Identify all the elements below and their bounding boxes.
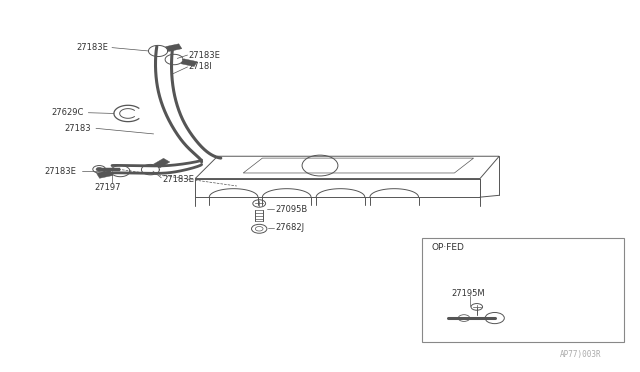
Text: 27197: 27197 — [95, 183, 121, 192]
Polygon shape — [97, 171, 113, 178]
Circle shape — [96, 167, 102, 171]
Text: 27183: 27183 — [64, 124, 91, 133]
Text: 27682J: 27682J — [275, 223, 305, 232]
Text: 27183E: 27183E — [163, 175, 195, 184]
Text: 27183E: 27183E — [189, 51, 221, 60]
Text: 2718l: 2718l — [189, 62, 212, 71]
Polygon shape — [154, 158, 170, 168]
Text: AP77)003R: AP77)003R — [560, 350, 602, 359]
Bar — [422, 238, 624, 342]
Text: OP·FED: OP·FED — [432, 243, 465, 252]
Text: 27195M: 27195M — [451, 289, 485, 298]
Text: 27095B: 27095B — [275, 205, 307, 214]
Text: 27183E: 27183E — [77, 43, 109, 52]
Polygon shape — [181, 59, 197, 67]
Polygon shape — [166, 44, 182, 51]
Text: 27183E: 27183E — [45, 167, 77, 176]
Text: 27629C: 27629C — [51, 108, 84, 117]
